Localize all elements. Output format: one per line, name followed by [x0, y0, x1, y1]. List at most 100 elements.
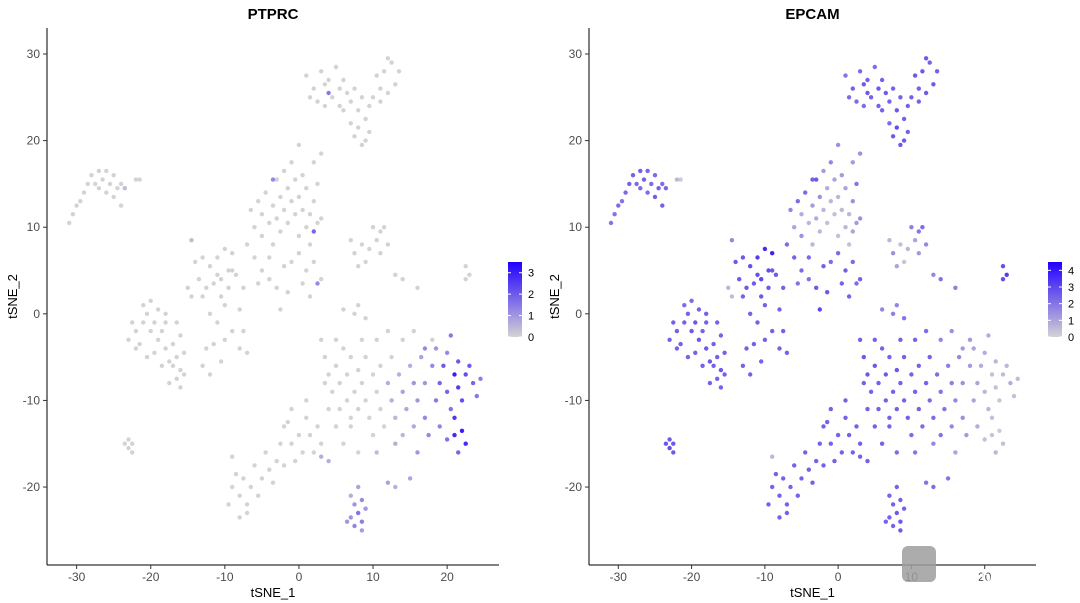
- data-point: [868, 95, 874, 100]
- data-point: [905, 129, 910, 135]
- data-point: [876, 86, 881, 91]
- data-point: [422, 380, 428, 386]
- data-point: [289, 199, 294, 204]
- data-point: [215, 320, 220, 325]
- data-point: [363, 259, 368, 265]
- y-tick-label: 10: [569, 220, 583, 234]
- data-point: [667, 437, 672, 442]
- data-point: [304, 225, 309, 230]
- data-point: [715, 376, 720, 381]
- y-tick-label: 0: [575, 307, 582, 321]
- data-point: [901, 138, 907, 143]
- data-point: [916, 251, 921, 256]
- data-point: [448, 406, 453, 412]
- data-point: [311, 86, 316, 91]
- data-point: [887, 424, 892, 429]
- data-point: [311, 450, 316, 455]
- x-axis-label: tSNE_1: [790, 585, 835, 600]
- data-point: [879, 441, 885, 446]
- data-point: [226, 268, 231, 273]
- data-point: [341, 108, 346, 113]
- data-point: [623, 190, 628, 195]
- data-point: [330, 389, 335, 394]
- data-point: [887, 415, 892, 420]
- data-point: [230, 268, 235, 273]
- data-point: [356, 303, 361, 308]
- data-point: [470, 380, 476, 386]
- data-point: [130, 441, 135, 446]
- data-point: [898, 528, 903, 533]
- data-point: [894, 264, 899, 269]
- data-point: [942, 406, 947, 412]
- data-point: [770, 454, 775, 459]
- data-point: [685, 311, 691, 316]
- data-point: [781, 285, 786, 290]
- data-point: [901, 259, 907, 265]
- data-point: [846, 242, 852, 247]
- data-point: [894, 108, 899, 113]
- data-point: [982, 437, 987, 442]
- data-point: [281, 264, 287, 269]
- data-point: [762, 303, 768, 308]
- data-point: [674, 177, 680, 182]
- data-point: [459, 428, 465, 433]
- data-point: [682, 303, 687, 308]
- data-point: [278, 229, 283, 234]
- data-point: [322, 82, 328, 87]
- data-point: [411, 328, 416, 334]
- y-tick-label: -10: [565, 393, 583, 407]
- data-point: [322, 354, 328, 360]
- data-point: [872, 337, 877, 342]
- data-point: [356, 450, 361, 455]
- data-point: [949, 380, 954, 386]
- x-tick-label: -10: [216, 570, 234, 584]
- data-point: [296, 251, 302, 256]
- y-tick-label: -20: [565, 480, 583, 494]
- data-point: [975, 424, 980, 429]
- data-point: [923, 328, 929, 334]
- data-point: [682, 320, 687, 325]
- data-point: [953, 285, 958, 290]
- data-point: [997, 428, 1002, 433]
- data-point: [975, 380, 980, 386]
- data-point: [167, 380, 172, 386]
- data-point: [326, 77, 331, 83]
- data-point: [270, 203, 276, 208]
- data-point: [825, 290, 830, 295]
- data-point: [170, 341, 176, 347]
- data-point: [93, 181, 98, 187]
- data-point: [806, 220, 811, 226]
- data-point: [133, 177, 139, 182]
- data-point: [846, 432, 852, 438]
- data-point: [300, 173, 305, 178]
- data-point: [905, 103, 910, 109]
- data-point: [367, 246, 372, 252]
- data-point: [444, 350, 450, 355]
- data-point: [916, 363, 921, 368]
- data-point: [204, 285, 209, 290]
- data-point: [879, 77, 885, 83]
- data-point: [252, 255, 257, 260]
- data-point: [155, 307, 161, 312]
- colorbar-tick-label: 2: [1068, 299, 1074, 311]
- data-point: [452, 372, 457, 377]
- data-point: [876, 406, 881, 412]
- data-point: [319, 337, 324, 342]
- data-point: [846, 212, 852, 217]
- data-point: [341, 307, 346, 312]
- data-point: [1000, 441, 1006, 446]
- y-axis-label: tSNE_2: [5, 274, 20, 319]
- data-point: [289, 160, 294, 165]
- data-point: [422, 346, 428, 351]
- data-point: [300, 450, 305, 455]
- data-point: [348, 354, 353, 360]
- data-point: [107, 181, 113, 187]
- data-point: [326, 458, 331, 464]
- data-point: [293, 212, 298, 217]
- data-point: [762, 337, 768, 342]
- data-point: [244, 242, 250, 247]
- data-point: [938, 277, 943, 282]
- data-point: [825, 186, 830, 191]
- data-point: [781, 328, 786, 334]
- data-point: [1000, 277, 1006, 282]
